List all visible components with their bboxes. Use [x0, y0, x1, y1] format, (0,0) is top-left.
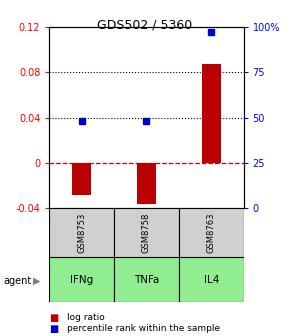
Text: IL4: IL4 — [204, 275, 219, 285]
Bar — [114, 257, 179, 302]
Bar — [137, 163, 156, 204]
Bar — [202, 64, 221, 163]
Bar — [114, 208, 179, 257]
Text: GSM8753: GSM8753 — [77, 212, 86, 253]
Text: GDS502 / 5360: GDS502 / 5360 — [97, 18, 193, 32]
Bar — [179, 257, 244, 302]
Bar — [49, 257, 114, 302]
Text: IFNg: IFNg — [70, 275, 93, 285]
Text: TNFa: TNFa — [134, 275, 159, 285]
Bar — [72, 163, 91, 195]
Text: agent: agent — [3, 276, 31, 286]
Text: ■: ■ — [49, 312, 59, 323]
Text: log ratio: log ratio — [67, 313, 104, 322]
Text: ■: ■ — [49, 324, 59, 334]
Text: percentile rank within the sample: percentile rank within the sample — [67, 324, 220, 333]
Text: ▶: ▶ — [33, 276, 41, 286]
Text: GSM8763: GSM8763 — [207, 212, 216, 253]
Bar — [49, 208, 114, 257]
Text: GSM8758: GSM8758 — [142, 212, 151, 253]
Bar — [179, 208, 244, 257]
